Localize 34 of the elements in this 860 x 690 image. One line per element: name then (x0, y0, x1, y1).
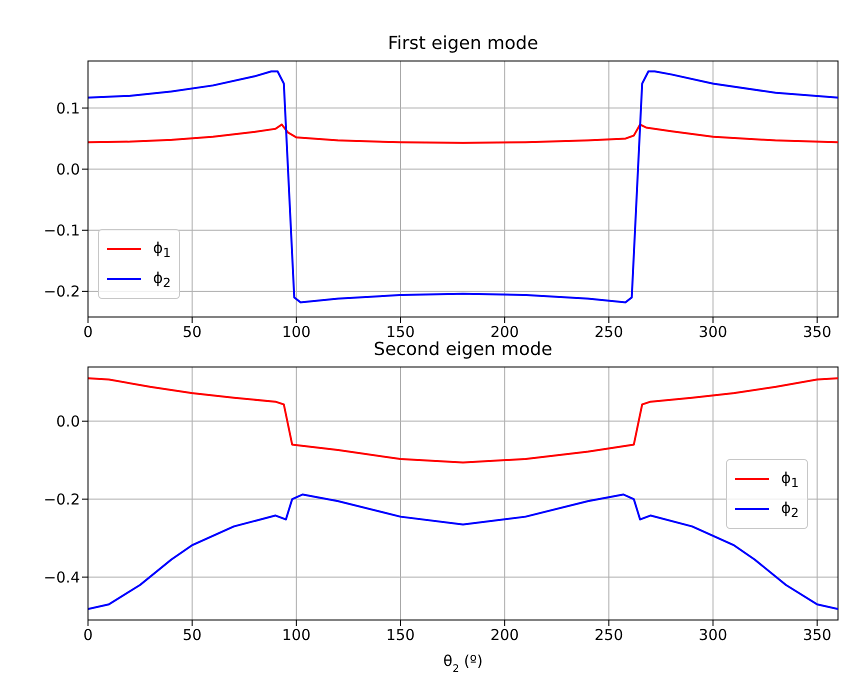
x-tick-label: 150 (386, 626, 415, 644)
x-tick-label: 200 (490, 626, 519, 644)
legend-label: ϕ$_{1}$ (781, 468, 799, 490)
y-tick-label: 0.1 (56, 99, 80, 118)
x-tick-label: 350 (802, 323, 832, 341)
x-tick-label: 0 (83, 626, 93, 644)
x-tick-label: 200 (490, 323, 519, 341)
x-tick-label: 250 (594, 626, 624, 644)
chart-title: Second eigen mode (374, 339, 552, 360)
y-tick-label: −0.2 (44, 490, 80, 508)
line-series (88, 493, 838, 610)
x-tick-label: 250 (594, 323, 624, 341)
y-tick-label: −0.1 (44, 222, 80, 240)
x-tick-label: 100 (282, 323, 311, 341)
x-tick-label: 300 (698, 626, 728, 644)
chart-title: First eigen mode (388, 33, 538, 54)
x-tick-label: 350 (802, 626, 832, 644)
legend-label: ϕ$_{2}$ (781, 498, 799, 520)
x-axis-title: θ$_{2}$ (º) (443, 652, 483, 675)
y-tick-label: −0.4 (44, 568, 80, 586)
x-tick-label: 150 (386, 323, 415, 341)
y-tick-label: 0.0 (56, 160, 80, 178)
y-tick-label: −0.2 (44, 282, 80, 301)
x-tick-label: 50 (182, 626, 202, 644)
x-tick-label: 300 (698, 323, 728, 341)
legend-label: ϕ$_{1}$ (153, 238, 171, 260)
y-tick-label: 0.0 (56, 412, 80, 431)
line-series (88, 124, 838, 144)
line-series (88, 70, 838, 304)
x-tick-label: 50 (182, 323, 202, 341)
line-series (88, 377, 838, 464)
legend-label: ϕ$_{2}$ (153, 268, 171, 290)
x-tick-label: 100 (282, 626, 311, 644)
x-tick-label: 0 (83, 323, 93, 341)
